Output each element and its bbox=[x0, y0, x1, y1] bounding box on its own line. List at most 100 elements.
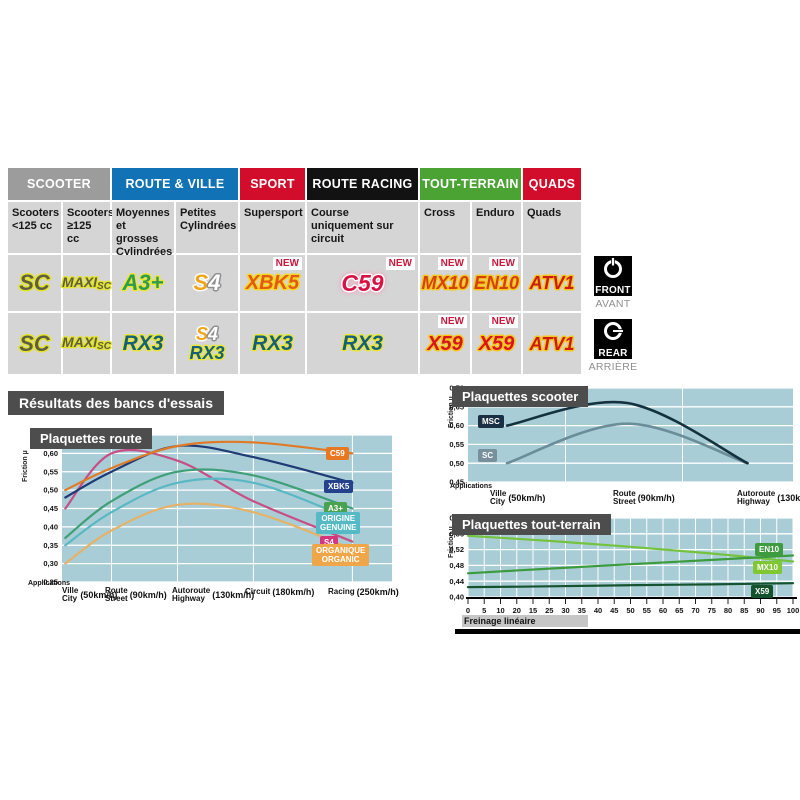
badge-group: S4 bbox=[194, 272, 221, 294]
new-badge: NEW bbox=[437, 315, 467, 328]
x-tick-speed: (90km/h) bbox=[637, 493, 675, 504]
category-header-scooter: SCOOTER bbox=[8, 168, 110, 200]
badge-atv1: ATV1 bbox=[529, 333, 575, 354]
rear-brake-disc-icon bbox=[601, 320, 625, 347]
column-header: Scooters <125 cc bbox=[8, 202, 61, 253]
svg-text:0,25: 0,25 bbox=[43, 578, 58, 585]
product-cell: MAXISC bbox=[62, 255, 111, 311]
badge-c59: C59 bbox=[341, 269, 384, 296]
badge-rx3: RX3 bbox=[342, 332, 383, 355]
chart-title: Plaquettes scooter bbox=[452, 386, 589, 407]
svg-text:0,48: 0,48 bbox=[449, 561, 464, 570]
category-header-route-ville: ROUTE & VILLE bbox=[112, 168, 238, 200]
svg-text:95: 95 bbox=[773, 606, 781, 615]
side-label-front: FRONT AVANT bbox=[591, 256, 635, 310]
svg-text:10: 10 bbox=[496, 606, 504, 615]
x-axis-title: Freinage linéaire bbox=[462, 615, 588, 627]
svg-text:90: 90 bbox=[756, 606, 764, 615]
svg-text:25: 25 bbox=[545, 606, 553, 615]
svg-text:40: 40 bbox=[594, 606, 602, 615]
badge-group: RX3 bbox=[123, 333, 164, 354]
svg-text:0,45: 0,45 bbox=[43, 504, 58, 513]
product-cell: SC bbox=[8, 313, 61, 374]
svg-text:70: 70 bbox=[691, 606, 699, 615]
svg-text:45: 45 bbox=[610, 606, 618, 615]
front-brake-disc-icon bbox=[601, 256, 625, 284]
x-tick-speed: (90km/h) bbox=[129, 590, 167, 601]
x-tick-speed: (50km/h) bbox=[508, 493, 546, 504]
product-cell: NEW XBK5 bbox=[240, 255, 305, 311]
badge-group: XBK5 bbox=[246, 273, 299, 293]
x-tick-names: Route Street bbox=[613, 489, 636, 507]
side-square: REAR bbox=[594, 319, 632, 359]
legend-chip-origine: ORIGINE GENUINE bbox=[316, 512, 361, 535]
svg-text:85: 85 bbox=[740, 606, 748, 615]
column-header: Cross bbox=[420, 202, 470, 253]
svg-text:5: 5 bbox=[482, 606, 486, 615]
badge-group: A3+ bbox=[123, 272, 164, 294]
new-badge: NEW bbox=[488, 315, 518, 328]
badge-group: EN10 bbox=[474, 274, 519, 292]
svg-text:55: 55 bbox=[643, 606, 651, 615]
bottom-edge-bar bbox=[455, 629, 800, 634]
legend-chip-xbk5: XBK5 bbox=[324, 480, 354, 494]
svg-text:0,30: 0,30 bbox=[43, 559, 58, 568]
badge-group: S4 RX3 bbox=[189, 325, 224, 362]
svg-text:100: 100 bbox=[787, 606, 799, 615]
column-header: Supersport bbox=[240, 202, 305, 253]
x-tick-speed: (250km/h) bbox=[356, 587, 399, 597]
badge-maxisc: MAXISC bbox=[62, 334, 111, 352]
column-header: Quads bbox=[523, 202, 581, 253]
badge-group: ATV1 bbox=[530, 274, 575, 292]
legend-chip-sc: SC bbox=[478, 449, 498, 463]
badge-group: X59 bbox=[479, 334, 515, 354]
x-tick-speed: (180km/h) bbox=[272, 587, 315, 597]
column-header: Petites Cylindrées bbox=[176, 202, 238, 253]
column-header: Enduro bbox=[472, 202, 521, 253]
product-cell: S4 bbox=[176, 255, 238, 311]
x-tick-speed: (130km/h) bbox=[212, 590, 255, 601]
product-cell: SC bbox=[8, 255, 61, 311]
product-matrix-table: SCOOTER ROUTE & VILLE SPORT ROUTE RACING TOU… bbox=[8, 168, 581, 374]
x-tick-names: Autoroute Highway bbox=[737, 489, 776, 507]
x-tick-names: Ville City bbox=[490, 489, 507, 507]
badge-s4: S4 bbox=[193, 270, 221, 295]
product-cell: NEW C59 bbox=[307, 255, 418, 311]
svg-text:65: 65 bbox=[675, 606, 683, 615]
svg-text:15: 15 bbox=[529, 606, 537, 615]
x-tick-speed: (130km/h) bbox=[777, 493, 800, 504]
badge-group: SC bbox=[19, 332, 50, 355]
legend-chip-en10: EN10 bbox=[755, 543, 784, 557]
badge-x59: X59 bbox=[478, 332, 515, 355]
plot-area: 0,700,650,600,550,500,45 bbox=[449, 384, 793, 485]
legend-chip-a3+: A3+ bbox=[324, 502, 347, 516]
new-badge: NEW bbox=[272, 257, 302, 270]
svg-text:50: 50 bbox=[626, 606, 634, 615]
results-title: Résultats des bancs d'essais bbox=[8, 391, 224, 415]
x-axis-label: Applications bbox=[28, 580, 71, 587]
product-cell: NEW X59 bbox=[420, 313, 470, 374]
svg-text:0,60: 0,60 bbox=[449, 421, 464, 430]
product-cell: NEW MX10 bbox=[420, 255, 470, 311]
x-tick-names: Route Street bbox=[105, 586, 128, 604]
product-cell: ATV1 bbox=[523, 255, 581, 311]
badge-mx10: MX10 bbox=[421, 273, 469, 293]
front-rear-legend: FRONT AVANT REAR ARRIÈRE bbox=[589, 256, 637, 373]
x-tick-label: Racing (250km/h) bbox=[328, 587, 399, 597]
svg-text:0,55: 0,55 bbox=[449, 440, 464, 449]
new-badge: NEW bbox=[488, 257, 518, 270]
x-tick-label: Route Street (90km/h) bbox=[105, 586, 167, 604]
x-tick-speed: (50km/h) bbox=[80, 590, 118, 601]
column-header: Moyennes et grosses Cylindrées bbox=[112, 202, 174, 258]
svg-text:60: 60 bbox=[659, 606, 667, 615]
svg-text:20: 20 bbox=[513, 606, 521, 615]
svg-text:0,40: 0,40 bbox=[43, 522, 58, 531]
x-axis-label: Applications bbox=[450, 483, 493, 490]
product-cell: RX3 bbox=[240, 313, 305, 374]
badge-group: MX10 bbox=[421, 274, 468, 292]
category-header-route-racing: ROUTE RACING bbox=[307, 168, 418, 200]
